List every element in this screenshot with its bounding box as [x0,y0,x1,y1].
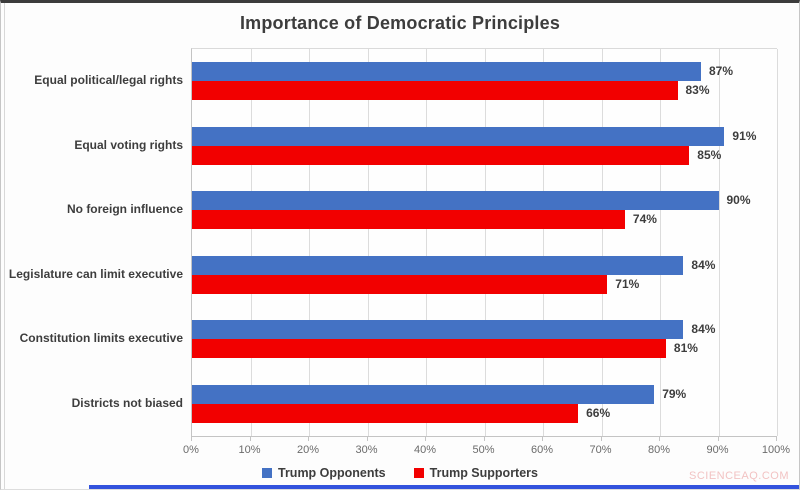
gridline [484,49,486,436]
legend-label: Trump Supporters [429,466,538,480]
bar-trump-opponents [192,62,701,82]
bar-trump-opponents [192,126,725,146]
bar-trump-supporters [192,403,579,423]
category-label: Equal voting rights [74,137,183,152]
data-label: 79% [662,386,687,401]
bar-trump-supporters [192,145,690,165]
gridline [250,49,252,436]
bar-group: 90% 74% [192,178,777,243]
bar-trump-opponents [192,191,719,211]
tick-label: 100% [761,444,791,456]
legend-swatch-icon [262,468,272,478]
tick-label: 20% [296,444,320,456]
data-label: 85% [697,147,722,162]
legend-item-trump-supporters: Trump Supporters [413,466,538,480]
tick-mark [600,436,602,441]
data-label: 74% [632,212,657,227]
tick-mark [717,436,719,441]
legend-item-trump-opponents: Trump Opponents [262,466,386,480]
data-label: 91% [732,128,757,143]
tick-mark [425,436,426,441]
tick-mark [308,436,309,441]
gridline [777,49,778,436]
tick-label: 60% [530,444,554,456]
tick-label: 90% [706,444,729,456]
bottom-accent-strip [89,485,799,489]
bar-trump-supporters [192,339,666,359]
gridline [601,49,603,436]
data-label: 84% [691,322,716,337]
tick-mark [659,436,660,441]
gridline [309,49,310,436]
data-label: 84% [691,257,716,272]
category-label: Equal political/legal rights [34,73,183,88]
bar-group: 91% 85% [192,114,777,179]
tick-mark [483,436,485,441]
bar-group: 79% 66% [192,372,777,437]
bar-trump-supporters [192,81,678,101]
tick-label: 50% [472,444,495,456]
tick-mark [776,436,777,441]
category-label: No foreign influence [66,202,183,217]
gridline [426,49,427,436]
legend-label: Trump Opponents [278,466,386,480]
data-label: 81% [673,341,698,356]
gridline [367,49,369,436]
tick-mark [191,436,192,441]
data-label: 83% [685,83,710,98]
gridline [660,49,661,436]
tick-label: 80% [647,444,671,456]
bar-group: 84% 81% [192,307,777,372]
tick-label: 0% [183,444,199,456]
tick-label: 40% [413,444,437,456]
gridline [543,49,544,436]
bar-trump-opponents [192,255,684,275]
category-label: Districts not biased [71,395,183,410]
bar-trump-supporters [192,274,608,294]
bar-trump-opponents [192,320,684,340]
plot-area: 87% 83% 91% 85% 90% 74% 84% 71% 84% 81% 79% 66% [191,48,778,437]
bar-group: 84% 71% [192,243,777,308]
gridline [718,49,720,436]
bar-trump-opponents [192,384,655,404]
tick-label: 30% [355,444,378,456]
legend-swatch-icon [413,468,424,478]
data-label: 71% [615,276,640,291]
watermark: SCIENCEAQ.COM [688,470,789,482]
category-label: Constitution limits executive [19,331,183,346]
bar-group: 87% 83% [192,49,777,114]
tick-label: 70% [589,444,612,456]
category-label: Legislature can limit executive [8,266,183,281]
data-label: 87% [709,64,734,79]
legend: Trump Opponents Trump Supporters [1,463,799,483]
data-label: 90% [726,193,751,208]
tick-mark [249,436,251,441]
data-label: 66% [586,405,611,420]
tick-label: 10% [238,444,261,456]
chart-title: Importance of Democratic Principles [239,13,561,33]
tick-mark [542,436,543,441]
bar-trump-supporters [192,210,625,230]
left-inner-border [4,3,5,489]
tick-mark [366,436,368,441]
